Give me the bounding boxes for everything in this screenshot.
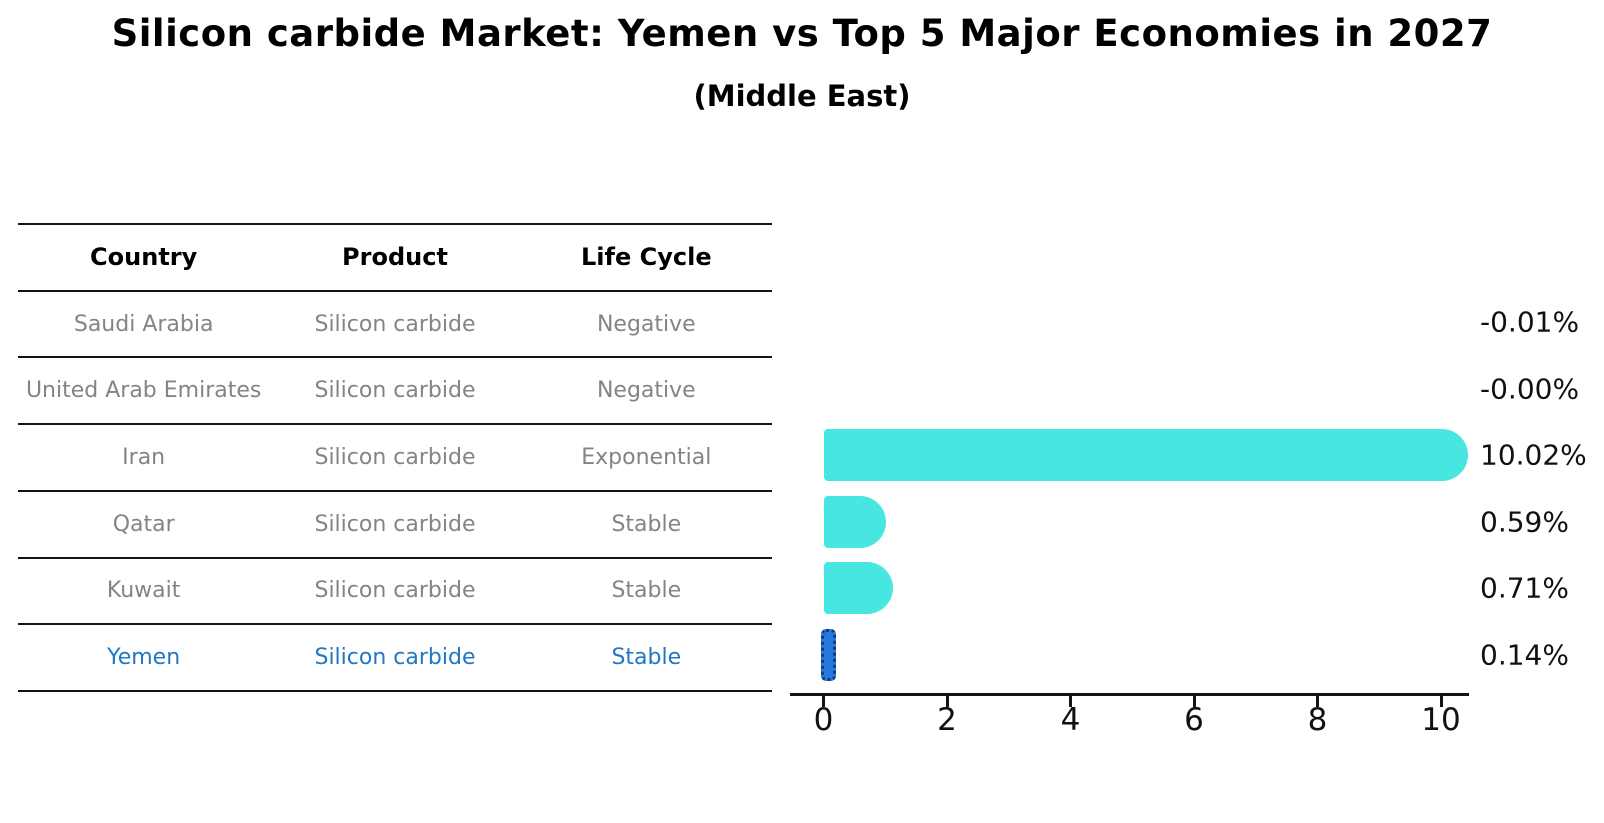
cell-country: United Arab Emirates — [25, 378, 262, 404]
x-axis-tick-label: 10 — [1421, 702, 1461, 738]
value-label-iran: 10.02% — [1480, 438, 1587, 472]
bar-yemen — [821, 629, 836, 681]
chart-subtitle: (Middle East) — [693, 79, 911, 113]
table-row: Saudi Arabia Silicon carbide Negative — [18, 289, 772, 357]
value-label-saudi-arabia: -0.01% — [1480, 305, 1580, 339]
x-axis-tick — [1316, 696, 1319, 707]
table-row: Kuwait Silicon carbide Stable — [18, 556, 772, 624]
column-header-product: Product — [342, 243, 448, 272]
table-row: Iran Silicon carbide Exponential — [18, 423, 772, 490]
table-row: Qatar Silicon carbide Stable — [18, 489, 772, 557]
x-axis-tick-label: 2 — [937, 702, 957, 738]
column-header-life-cycle: Life Cycle — [581, 243, 712, 272]
bar-iran — [823, 429, 1469, 481]
x-axis-tick-label: 8 — [1307, 702, 1328, 738]
x-axis-tick-label: 4 — [1060, 702, 1081, 738]
value-label-united-arab-emirates: -0.00% — [1480, 372, 1580, 406]
table-row: United Arab Emirates Silicon carbide Negat… — [18, 356, 772, 423]
cell-product: Silicon carbide — [314, 311, 476, 337]
cell-life-cycle: Stable — [611, 645, 682, 671]
value-label-qatar: 0.59% — [1480, 505, 1569, 539]
x-axis-line — [790, 693, 1469, 696]
bar-kuwait — [823, 562, 894, 614]
cell-product: Silicon carbide — [314, 645, 476, 671]
x-axis-tick — [822, 696, 825, 707]
cell-country: Saudi Arabia — [73, 311, 214, 337]
cell-country: Iran — [122, 444, 166, 470]
cell-product: Silicon carbide — [314, 511, 476, 537]
value-label-yemen: 0.14% — [1480, 638, 1569, 672]
cell-product: Silicon carbide — [314, 444, 476, 470]
column-header-country: Country — [90, 243, 198, 272]
table-header-row: Country Product Life Cycle — [18, 223, 772, 290]
cell-life-cycle: Stable — [611, 511, 682, 537]
cell-life-cycle: Exponential — [581, 444, 712, 470]
x-axis-tick — [1439, 696, 1443, 707]
chart-title: Silicon carbide Market: Yemen vs Top 5 M… — [111, 12, 1493, 55]
cell-country: Qatar — [112, 511, 175, 537]
cell-product: Silicon carbide — [314, 378, 476, 404]
bar-qatar — [823, 496, 886, 548]
table-row: Yemen Silicon carbide Stable — [18, 623, 772, 690]
x-axis-tick-label: 0 — [813, 702, 834, 738]
x-axis-tick — [1192, 696, 1196, 707]
cell-life-cycle: Stable — [611, 578, 682, 604]
x-axis-tick — [1069, 696, 1072, 707]
x-axis-tick — [945, 696, 949, 707]
cell-country: Yemen — [107, 645, 181, 671]
cell-product: Silicon carbide — [314, 578, 476, 604]
cell-life-cycle: Negative — [596, 378, 696, 404]
value-label-kuwait: 0.71% — [1480, 571, 1569, 605]
cell-country: Kuwait — [106, 578, 181, 604]
cell-life-cycle: Negative — [596, 311, 696, 337]
country-table: Country Product Life Cycle Saudi Arabia S… — [18, 223, 772, 692]
x-axis-tick-label: 6 — [1184, 702, 1204, 738]
